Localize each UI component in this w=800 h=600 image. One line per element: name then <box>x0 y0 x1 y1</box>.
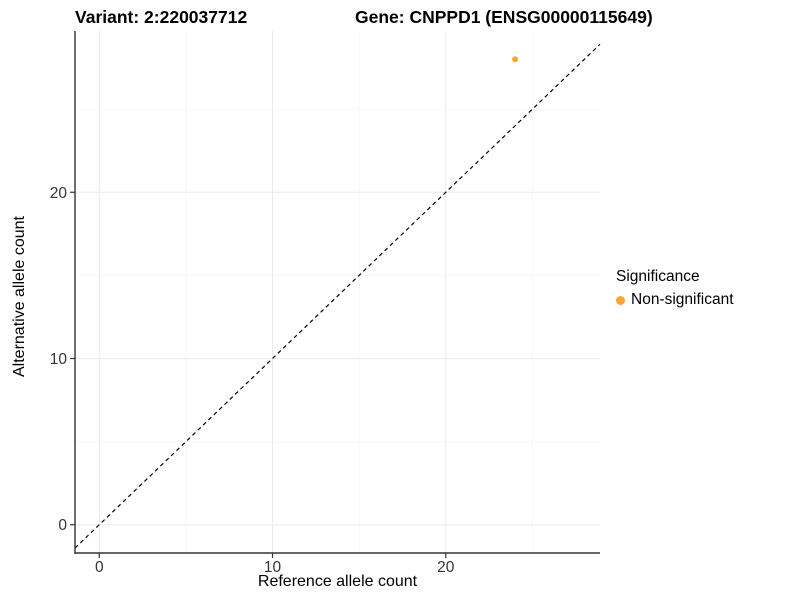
data-point <box>512 56 519 63</box>
identity-dashed-line <box>74 43 601 549</box>
y-tick-label: 20 <box>50 185 68 202</box>
legend-title: Significance <box>616 268 700 285</box>
legend: Significance Non-significant <box>616 268 734 309</box>
x-tick-label: 10 <box>264 559 282 576</box>
legend-item-non-significant: Non-significant <box>616 291 734 309</box>
x-tick-label: 0 <box>95 559 104 576</box>
legend-point-icon <box>616 295 625 305</box>
x-tick-label: 20 <box>437 559 455 576</box>
plot-title-variant: Variant: 2:220037712 <box>75 7 248 27</box>
x-axis-title: Reference allele count <box>257 573 418 590</box>
plot-title-gene: Gene: CNPPD1 (ENSG00000115649) <box>355 7 653 27</box>
legend-item-label: Non-significant <box>631 291 734 308</box>
y-tick-label: 0 <box>58 517 67 534</box>
y-axis-title: Alternative allele count <box>11 216 28 377</box>
y-tick-label: 10 <box>50 351 68 368</box>
